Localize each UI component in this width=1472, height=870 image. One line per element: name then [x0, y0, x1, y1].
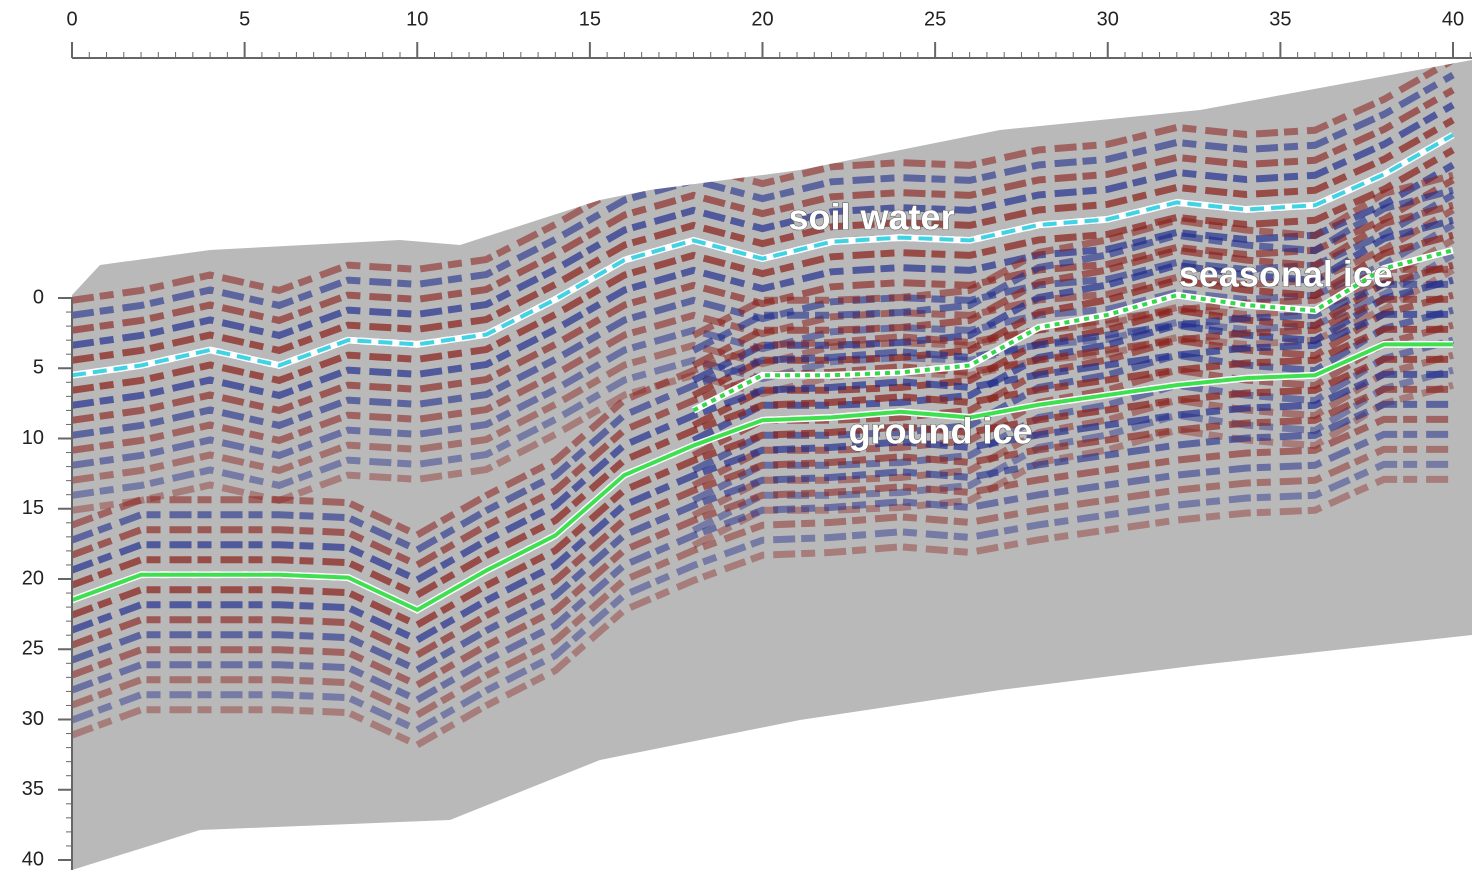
- x-tick-label: 10: [406, 8, 428, 30]
- y-tick-label: 0: [33, 286, 44, 308]
- x-tick-label: 0: [66, 8, 77, 30]
- y-tick-label: 35: [22, 778, 44, 800]
- x-tick-label: 40: [1442, 8, 1464, 30]
- x-tick-label: 20: [751, 8, 773, 30]
- y-tick-label: 25: [22, 638, 44, 660]
- x-tick-label: 5: [239, 8, 250, 30]
- y-tick-label: 15: [22, 497, 44, 519]
- x-tick-label: 35: [1269, 8, 1291, 30]
- y-tick-label: 20: [22, 567, 44, 589]
- chart: 0 5 10 15 20 25 30 35 40 0 5 10 15 20 25 30 35 40 soil wat…: [0, 0, 1472, 870]
- y-tick-label: 10: [22, 427, 44, 449]
- page: {"chart_data": {"type": "line", "x": [0,…: [0, 0, 1472, 870]
- x-tick-label: 30: [1097, 8, 1119, 30]
- y-tick-label: 40: [22, 848, 44, 870]
- y-tick-label: 5: [33, 357, 44, 379]
- horizon-label: soil water: [789, 196, 955, 237]
- horizon-label: seasonal ice: [1179, 254, 1393, 295]
- x-tick-label: 25: [924, 8, 946, 30]
- x-tick-label: 15: [579, 8, 601, 30]
- horizon-label: ground ice: [849, 410, 1033, 451]
- y-tick-label: 30: [22, 708, 44, 730]
